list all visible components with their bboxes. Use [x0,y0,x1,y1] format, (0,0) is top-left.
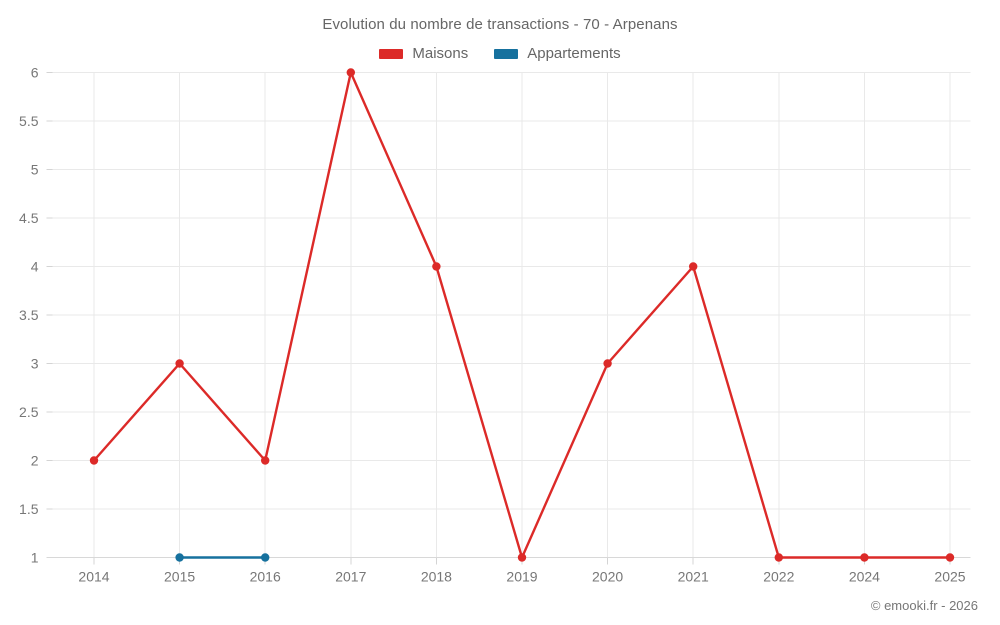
data-point-appartements[interactable] [175,553,184,562]
legend-item-maisons[interactable]: Maisons [379,45,468,62]
legend-swatch-appartements [494,48,519,59]
x-axis-tick-label: 2020 [592,569,623,585]
y-axis-tick-label: 1.5 [19,501,39,517]
data-point-maisons[interactable] [945,553,955,562]
x-axis-tick-label: 2021 [678,569,709,585]
data-point-maisons[interactable] [603,359,612,368]
y-axis-tick-label: 3 [31,356,39,372]
data-point-maisons[interactable] [175,359,184,368]
data-point-maisons[interactable] [774,553,783,562]
y-axis-tick-label: 3.5 [19,307,39,323]
legend-swatch-maisons [379,48,404,59]
y-axis-tick-label: 4 [31,259,39,275]
chart-title: Evolution du nombre de transactions - 70… [322,16,678,33]
y-axis-tick-label: 4.5 [19,210,39,226]
y-axis-tick-label: 5 [31,162,39,178]
x-axis-tick-label: 2018 [421,569,452,585]
data-point-maisons[interactable] [860,553,869,562]
legend-label-maisons: Maisons [412,45,469,62]
x-axis-tick-label: 2022 [763,569,794,585]
data-point-maisons[interactable] [517,553,527,562]
data-point-maisons[interactable] [261,456,270,465]
legend-label-appartements: Appartements [527,45,621,62]
x-axis-tick-label: 2014 [78,569,109,585]
chart-legend: Maisons Appartements [0,45,1000,62]
legend-item-appartements[interactable]: Appartements [494,45,621,62]
y-axis-tick-label: 2.5 [19,404,39,420]
y-axis-tick-label: 1 [31,550,39,566]
x-axis-tick-label: 2015 [164,569,195,585]
x-axis-tick-label: 2016 [250,569,281,585]
data-point-maisons[interactable] [689,262,698,271]
x-axis-tick-label: 2025 [934,569,965,585]
x-axis-tick-label: 2024 [849,569,880,585]
y-axis-tick-label: 6 [31,65,39,81]
y-axis-tick-label: 5.5 [19,113,39,129]
data-point-maisons[interactable] [89,456,99,465]
data-point-maisons[interactable] [346,68,355,77]
x-axis-tick-label: 2017 [335,569,366,585]
x-axis-tick-label: 2019 [506,569,537,585]
data-point-appartements[interactable] [261,553,270,562]
footer-copyright: © emooki.fr - 2026 [870,598,978,613]
y-axis-tick-label: 2 [31,453,39,469]
data-point-maisons[interactable] [432,262,441,271]
